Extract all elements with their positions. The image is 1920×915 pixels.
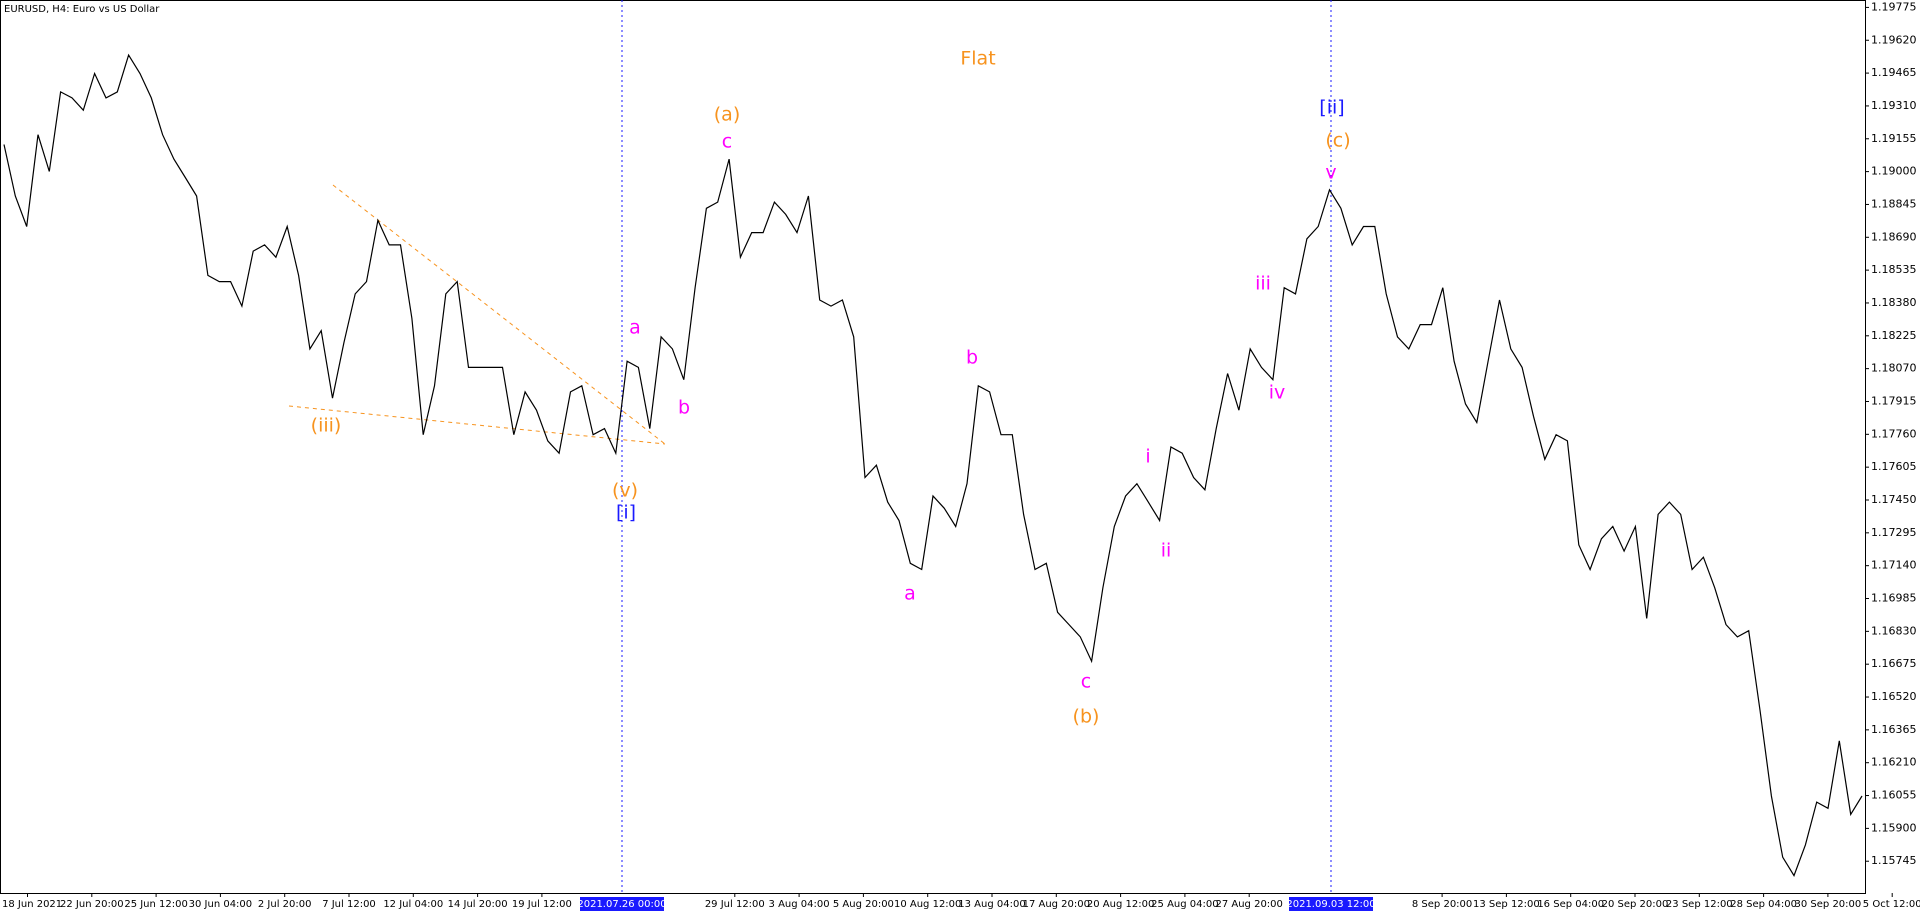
x-tick-label: 10 Aug 12:00: [894, 899, 961, 910]
y-tick-label: 1.16365: [1871, 723, 1917, 736]
y-tick-label: 1.15900: [1871, 821, 1917, 834]
x-tick-label: 25 Aug 04:00: [1151, 899, 1218, 910]
x-tick-label: 29 Jul 12:00: [705, 899, 765, 910]
y-tick-label: 1.19465: [1871, 66, 1917, 79]
x-tick-label: 20 Aug 12:00: [1087, 899, 1154, 910]
x-tick-label: 25 Jun 12:00: [124, 899, 188, 910]
y-tick-label: 1.18070: [1871, 362, 1917, 375]
x-tick-label: 7 Jul 12:00: [322, 899, 376, 910]
annotation: [ii]: [1319, 97, 1344, 119]
annotation: (b): [1073, 706, 1100, 728]
trendline: [332, 184, 666, 445]
x-tick-label: 8 Sep 20:00: [1412, 899, 1472, 910]
y-tick-label: 1.16675: [1871, 657, 1917, 670]
annotation: i: [1145, 446, 1150, 468]
x-tick-label: 18 Jun 2021: [2, 899, 62, 910]
y-tick-label: 1.16055: [1871, 789, 1917, 802]
x-tick-label: 19 Jul 12:00: [512, 899, 572, 910]
x-tick-label: 5 Oct 12:00: [1863, 899, 1920, 910]
annotation: iii: [1255, 273, 1271, 295]
vline-label: 2021.09.03 12:00: [1286, 899, 1375, 910]
y-tick-label: 1.18690: [1871, 230, 1917, 243]
x-tick-label: 22 Jun 20:00: [60, 899, 124, 910]
x-tick-label: 3 Aug 04:00: [769, 899, 830, 910]
annotation: a: [904, 583, 916, 605]
y-tick-label: 1.19310: [1871, 99, 1917, 112]
chart-title: EURUSD, H4: Euro vs US Dollar: [4, 4, 160, 15]
annotation: (v): [612, 480, 638, 502]
annotation: b: [678, 397, 690, 419]
y-tick-label: 1.17295: [1871, 526, 1917, 539]
x-tick-label: 5 Aug 20:00: [833, 899, 894, 910]
y-tick-label: 1.17605: [1871, 460, 1917, 473]
y-tick-label: 1.16210: [1871, 756, 1917, 769]
annotation: ii: [1161, 540, 1172, 562]
x-tick-label: 23 Sep 12:00: [1666, 899, 1733, 910]
x-tick-label: 17 Aug 20:00: [1023, 899, 1090, 910]
x-tick-label: 16 Sep 04:00: [1537, 899, 1604, 910]
annotation: [i]: [616, 502, 636, 524]
y-tick-label: 1.18535: [1871, 263, 1917, 276]
vline-label-box: [580, 897, 664, 911]
x-tick-label: 13 Sep 12:00: [1473, 899, 1540, 910]
annotation: c: [1081, 671, 1091, 693]
trendline: [288, 405, 666, 445]
annotation: v: [1325, 162, 1336, 184]
annotation: (a): [714, 104, 740, 126]
y-tick-label: 1.17760: [1871, 427, 1917, 440]
y-tick-label: 1.17915: [1871, 394, 1917, 407]
y-tick-label: 1.16830: [1871, 624, 1917, 637]
y-tick-label: 1.16520: [1871, 690, 1917, 703]
x-tick-label: 28 Sep 04:00: [1730, 899, 1797, 910]
y-tick-label: 1.18845: [1871, 197, 1917, 210]
x-tick-label: 14 Jul 20:00: [448, 899, 508, 910]
y-tick-label: 1.18225: [1871, 329, 1917, 342]
x-tick-label: 30 Jun 04:00: [189, 899, 253, 910]
vline-label: 2021.07.26 00:00: [577, 899, 666, 910]
y-tick-label: 1.17450: [1871, 493, 1917, 506]
x-tick-label: 2 Jul 20:00: [258, 899, 312, 910]
y-tick-label: 1.15745: [1871, 854, 1917, 867]
y-tick-label: 1.19155: [1871, 132, 1917, 145]
plot-frame: [0, 0, 1866, 894]
price-line: [3, 53, 1863, 877]
y-tick-label: 1.17140: [1871, 559, 1917, 572]
annotation: iv: [1269, 382, 1286, 404]
y-tick-label: 1.19000: [1871, 165, 1917, 178]
x-tick-label: 30 Sep 20:00: [1795, 899, 1862, 910]
x-tick-label: 20 Sep 20:00: [1602, 899, 1669, 910]
y-tick-label: 1.16985: [1871, 592, 1917, 605]
y-tick-label: 1.19775: [1871, 0, 1917, 13]
y-tick-label: 1.19620: [1871, 33, 1917, 46]
annotation: b: [966, 347, 978, 369]
y-tick-label: 1.18380: [1871, 296, 1917, 309]
annotation: c: [722, 131, 732, 153]
x-tick-label: 13 Aug 04:00: [958, 899, 1025, 910]
x-tick-label: 27 Aug 20:00: [1215, 899, 1282, 910]
annotation: Flat: [960, 48, 995, 70]
annotation: (c): [1325, 130, 1350, 152]
annotation: (iii): [311, 415, 342, 437]
annotation: a: [629, 317, 641, 339]
x-tick-label: 12 Jul 04:00: [383, 899, 443, 910]
vline-label-box: [1289, 897, 1373, 911]
